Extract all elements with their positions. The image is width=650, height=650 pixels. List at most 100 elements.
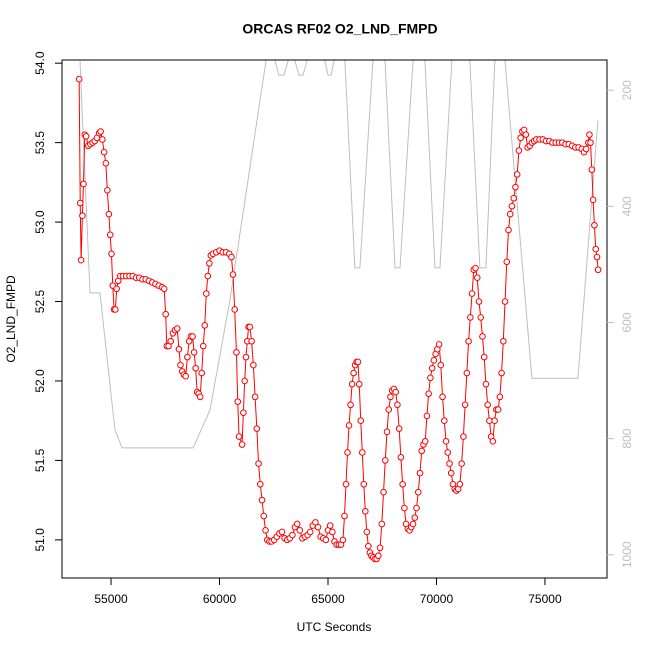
data-point xyxy=(241,377,248,385)
data-point xyxy=(357,417,365,424)
data-point xyxy=(242,353,250,361)
data-point xyxy=(182,372,189,380)
data-point xyxy=(498,369,505,377)
data-point xyxy=(592,245,600,253)
data-point xyxy=(401,504,408,512)
data-point xyxy=(175,345,183,353)
data-point xyxy=(251,393,259,401)
data-point xyxy=(347,401,354,409)
data-point xyxy=(262,527,269,534)
data-point xyxy=(491,417,498,424)
x-tick-label: 70000 xyxy=(420,592,454,606)
y-tick-label: 54.0 xyxy=(33,51,47,75)
data-point xyxy=(278,528,286,536)
data-point xyxy=(378,520,386,528)
data-point xyxy=(411,514,419,521)
data-point xyxy=(506,210,514,218)
data-point xyxy=(381,457,389,464)
data-point xyxy=(289,531,296,539)
data-point xyxy=(360,480,368,488)
data-point xyxy=(472,264,479,272)
data-point xyxy=(414,488,422,496)
data-point xyxy=(190,349,198,356)
data-point xyxy=(329,528,336,536)
data-point xyxy=(102,159,110,167)
data-point xyxy=(460,433,467,440)
data-point xyxy=(589,196,597,204)
data-point xyxy=(427,374,434,382)
data-point xyxy=(489,438,497,445)
data-point xyxy=(248,337,255,345)
data-point xyxy=(468,290,476,297)
data-point xyxy=(355,380,363,388)
data-point xyxy=(499,337,507,345)
data-point xyxy=(508,202,516,210)
data-point xyxy=(238,441,246,448)
data-point xyxy=(253,425,261,432)
data-point xyxy=(326,522,334,529)
data-point xyxy=(510,194,518,202)
data-point xyxy=(77,256,85,264)
data-point xyxy=(229,271,237,278)
data-point xyxy=(397,453,405,461)
data-point xyxy=(435,341,443,348)
y-tick-label: 51.5 xyxy=(33,448,47,472)
data-point xyxy=(480,353,488,361)
data-point xyxy=(363,528,371,536)
data-point xyxy=(202,290,210,297)
data-point xyxy=(365,542,372,550)
data-point xyxy=(467,314,474,321)
data-point xyxy=(100,148,108,156)
data-point xyxy=(97,128,104,135)
data-point xyxy=(484,401,491,409)
data-point xyxy=(258,496,266,504)
data-point xyxy=(339,536,347,544)
data-point xyxy=(296,527,304,534)
data-point xyxy=(235,433,243,440)
data-point xyxy=(75,75,83,83)
data-point xyxy=(496,393,504,401)
data-point xyxy=(173,325,181,332)
data-point xyxy=(418,447,426,455)
x-axis-label: UTC Seconds xyxy=(297,620,372,634)
data-point xyxy=(104,186,111,194)
plot-area xyxy=(75,60,602,563)
data-point xyxy=(240,409,247,417)
data-point xyxy=(421,438,429,445)
chart-title: ORCAS RF02 O2_LND_FMPD xyxy=(242,21,437,37)
data-point xyxy=(160,285,168,293)
data-point xyxy=(375,552,382,560)
data-point xyxy=(196,393,204,401)
x-tick-label: 75000 xyxy=(528,592,562,606)
data-point xyxy=(76,199,84,207)
data-point xyxy=(461,401,469,409)
y2-tick-label: 1000 xyxy=(620,541,634,568)
data-point xyxy=(106,231,114,239)
y2-tick-label: 600 xyxy=(620,312,634,332)
data-point xyxy=(105,210,113,218)
data-point xyxy=(437,361,445,369)
data-point xyxy=(250,361,257,369)
data-point xyxy=(380,488,387,496)
y-tick-label: 52.5 xyxy=(33,290,47,314)
data-point xyxy=(348,380,356,388)
data-point xyxy=(344,449,351,456)
y2-tick-label: 800 xyxy=(620,428,634,448)
data-point xyxy=(513,171,521,178)
data-point xyxy=(206,260,213,267)
data-point xyxy=(162,310,170,318)
data-point xyxy=(522,131,530,138)
data-point xyxy=(341,512,348,520)
data-point xyxy=(246,323,254,331)
data-point xyxy=(376,544,384,552)
data-point xyxy=(465,337,472,345)
data-point xyxy=(233,349,240,356)
data-point xyxy=(482,380,490,388)
data-point xyxy=(517,134,524,142)
data-point xyxy=(447,469,455,477)
data-point xyxy=(358,449,366,456)
y-tick-label: 51.0 xyxy=(33,528,47,552)
data-point xyxy=(79,212,86,220)
data-point xyxy=(475,298,483,305)
